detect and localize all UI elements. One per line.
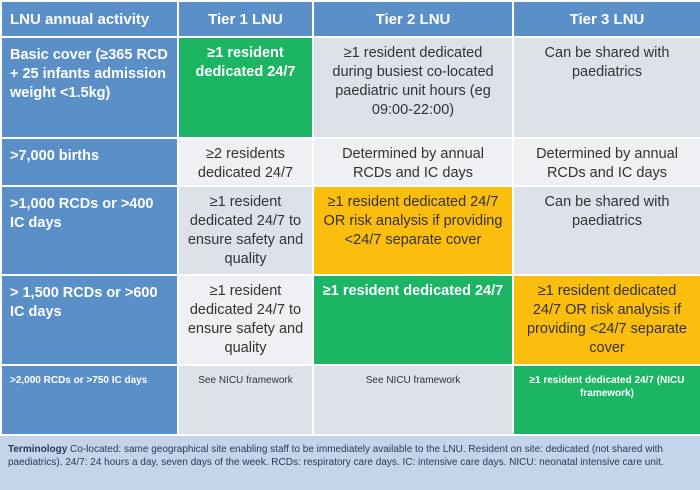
header-activity: LNU annual activity: [0, 0, 179, 38]
cell-tier3: ≥1 resident dedicated 24/7 OR risk analy…: [512, 274, 700, 366]
table-row: >1,000 RCDs or >400 IC days ≥1 resident …: [0, 185, 700, 276]
table-row: >2,000 RCDs or >750 IC days See NICU fra…: [0, 364, 700, 436]
cell-tier1: ≥1 resident dedicated 24/7 to ensure saf…: [177, 274, 314, 366]
terminology-note: Terminology Co-located: same geographica…: [0, 434, 700, 490]
cell-tier3: ≥1 resident dedicated 24/7 (NICU framewo…: [512, 364, 700, 436]
cell-tier2: ≥1 resident dedicated 24/7 OR risk analy…: [312, 185, 514, 276]
row-label: Basic cover (≥365 RCD + 25 infants admis…: [0, 36, 179, 139]
cell-tier1: See NICU framework: [177, 364, 314, 436]
header-tier3: Tier 3 LNU: [512, 0, 700, 38]
terminology-text: Co-located: same geographical site enabl…: [8, 444, 664, 468]
cell-tier2: ≥1 resident dedicated 24/7: [312, 274, 514, 366]
row-label: >1,000 RCDs or >400 IC days: [0, 185, 179, 276]
cell-tier2: Determined by annual RCDs and IC days: [312, 137, 514, 187]
row-label: > 1,500 RCDs or >600 IC days: [0, 274, 179, 366]
header-tier1: Tier 1 LNU: [177, 0, 314, 38]
table-row: Basic cover (≥365 RCD + 25 infants admis…: [0, 36, 700, 139]
row-label: >2,000 RCDs or >750 IC days: [0, 364, 179, 436]
table-row: >7,000 births ≥2 residents dedicated 24/…: [0, 137, 700, 187]
cell-tier2: See NICU framework: [312, 364, 514, 436]
cell-tier1: ≥1 resident dedicated 24/7 to ensure saf…: [177, 185, 314, 276]
table-row: > 1,500 RCDs or >600 IC days ≥1 resident…: [0, 274, 700, 366]
cell-tier3: Can be shared with paediatrics: [512, 185, 700, 276]
cell-tier1: ≥1 resident dedicated 24/7: [177, 36, 314, 139]
row-label: >7,000 births: [0, 137, 179, 187]
cell-tier1: ≥2 residents dedicated 24/7: [177, 137, 314, 187]
lnu-tier-table: LNU annual activity Tier 1 LNU Tier 2 LN…: [0, 0, 700, 436]
terminology-heading: Terminology: [8, 444, 68, 455]
cell-tier2: ≥1 resident dedicated during busiest co-…: [312, 36, 514, 139]
cell-tier3: Can be shared with paediatrics: [512, 36, 700, 139]
header-tier2: Tier 2 LNU: [312, 0, 514, 38]
cell-tier3: Determined by annual RCDs and IC days: [512, 137, 700, 187]
table-header-row: LNU annual activity Tier 1 LNU Tier 2 LN…: [0, 0, 700, 38]
